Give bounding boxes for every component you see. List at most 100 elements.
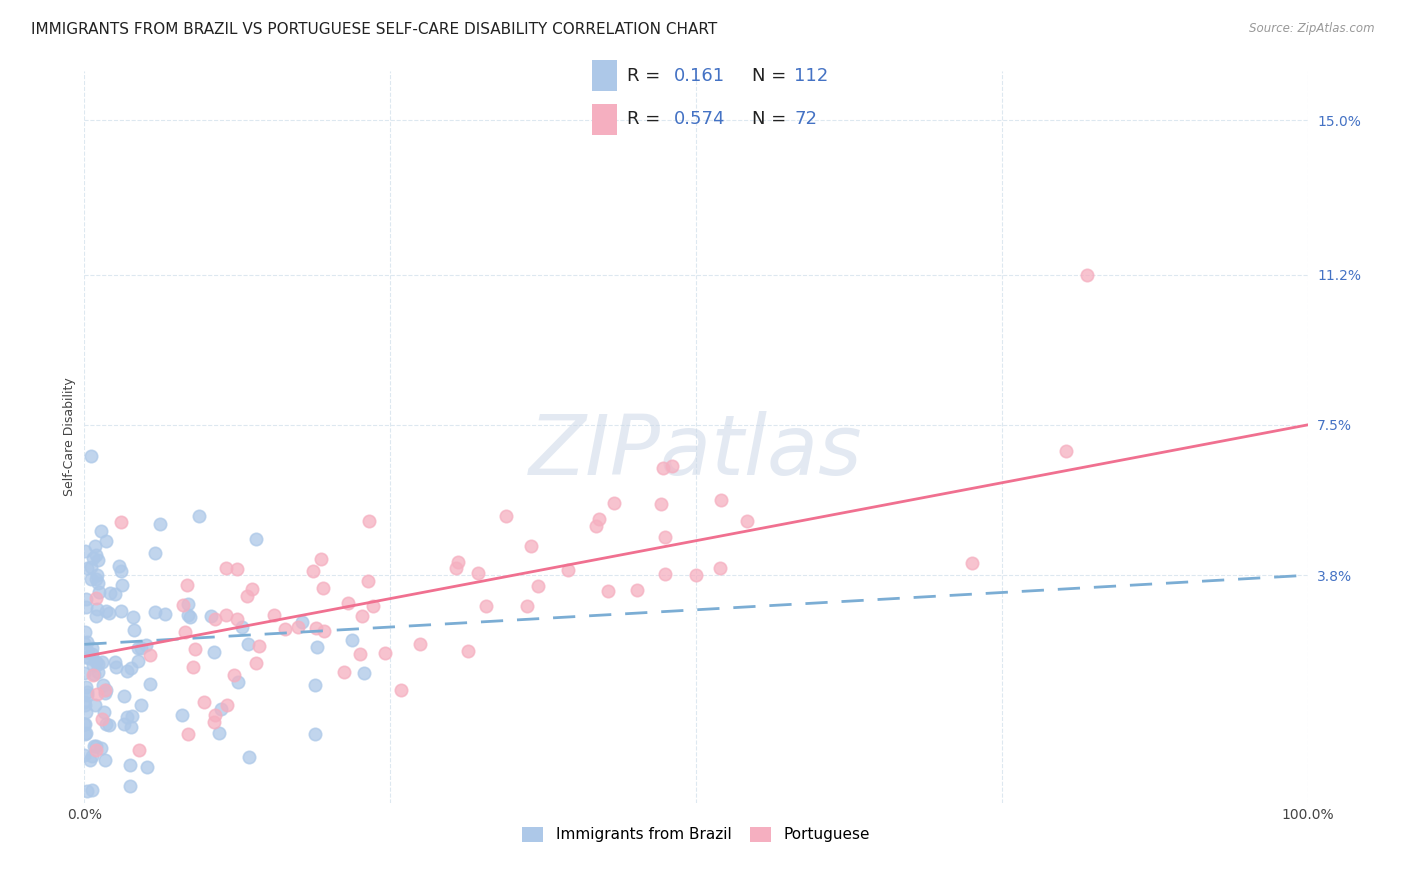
Point <box>287 620 309 634</box>
Point <box>120 780 142 794</box>
Point <box>86 687 108 701</box>
Text: 0.161: 0.161 <box>673 67 724 85</box>
Point <box>222 668 245 682</box>
Point <box>215 698 238 712</box>
Point <box>75 726 97 740</box>
Point <box>467 566 489 580</box>
Point <box>208 726 231 740</box>
Point <box>389 682 412 697</box>
Point <box>86 655 108 669</box>
Point <box>86 602 108 616</box>
Point <box>87 575 110 590</box>
Point <box>100 586 122 600</box>
Point <box>231 620 253 634</box>
Point <box>127 654 149 668</box>
Text: N =: N = <box>752 67 792 85</box>
Point <box>598 583 620 598</box>
Point <box>73 727 96 741</box>
Point <box>305 640 328 654</box>
Point <box>82 658 104 673</box>
Point <box>129 641 152 656</box>
Point <box>121 708 143 723</box>
Point <box>215 561 238 575</box>
Point <box>333 665 356 679</box>
Point <box>215 608 238 623</box>
Point <box>143 546 166 560</box>
Point <box>108 558 131 573</box>
Point <box>90 741 112 756</box>
Point <box>75 680 97 694</box>
Point <box>86 568 108 582</box>
Point <box>76 645 98 659</box>
Point <box>73 624 96 639</box>
Point <box>83 698 105 712</box>
Point <box>661 458 683 473</box>
Point <box>1054 444 1077 458</box>
Point <box>353 666 375 681</box>
Point <box>83 666 105 681</box>
Text: R =: R = <box>627 111 666 128</box>
Point <box>349 647 371 661</box>
Point <box>209 702 232 716</box>
Point <box>304 678 326 692</box>
Point <box>83 739 105 753</box>
Point <box>73 747 96 762</box>
Point <box>115 709 138 723</box>
Point <box>120 758 142 772</box>
Point <box>236 589 259 603</box>
Point <box>93 682 115 697</box>
Point <box>87 585 110 599</box>
Point <box>312 582 335 596</box>
Point <box>204 707 226 722</box>
Point <box>177 597 200 611</box>
Point <box>75 592 97 607</box>
Point <box>202 645 225 659</box>
Point <box>374 646 396 660</box>
Point <box>110 564 132 578</box>
Point <box>93 705 115 719</box>
Point <box>291 615 314 629</box>
Point <box>122 623 145 637</box>
Point <box>79 449 101 463</box>
Point <box>86 591 108 606</box>
Point <box>128 743 150 757</box>
Point <box>149 517 172 532</box>
Point <box>135 760 157 774</box>
Point <box>96 534 118 549</box>
Point <box>336 596 359 610</box>
Point <box>80 560 103 574</box>
Point <box>357 574 380 588</box>
Point <box>650 497 672 511</box>
Point <box>135 638 157 652</box>
Point <box>309 552 332 566</box>
Point <box>79 753 101 767</box>
Point <box>90 524 112 539</box>
Point <box>94 717 117 731</box>
Point <box>75 706 97 720</box>
Point <box>145 605 167 619</box>
Point <box>527 579 550 593</box>
Point <box>75 600 97 615</box>
Point <box>91 678 114 692</box>
Point <box>98 606 121 620</box>
Point <box>96 604 118 618</box>
Point <box>174 624 197 639</box>
Point <box>409 637 432 651</box>
Point <box>516 599 538 614</box>
Point <box>93 686 115 700</box>
Point <box>115 665 138 679</box>
Point <box>76 685 98 699</box>
Point <box>87 665 110 679</box>
Text: 72: 72 <box>794 111 817 128</box>
Point <box>73 650 96 665</box>
Point <box>263 607 285 622</box>
Point <box>80 641 103 656</box>
Point <box>122 610 145 624</box>
Point <box>274 622 297 636</box>
Point <box>76 783 98 797</box>
Point <box>340 633 363 648</box>
Point <box>651 460 673 475</box>
Y-axis label: Self-Care Disability: Self-Care Disability <box>63 377 76 497</box>
Point <box>73 695 96 709</box>
Point <box>179 609 201 624</box>
